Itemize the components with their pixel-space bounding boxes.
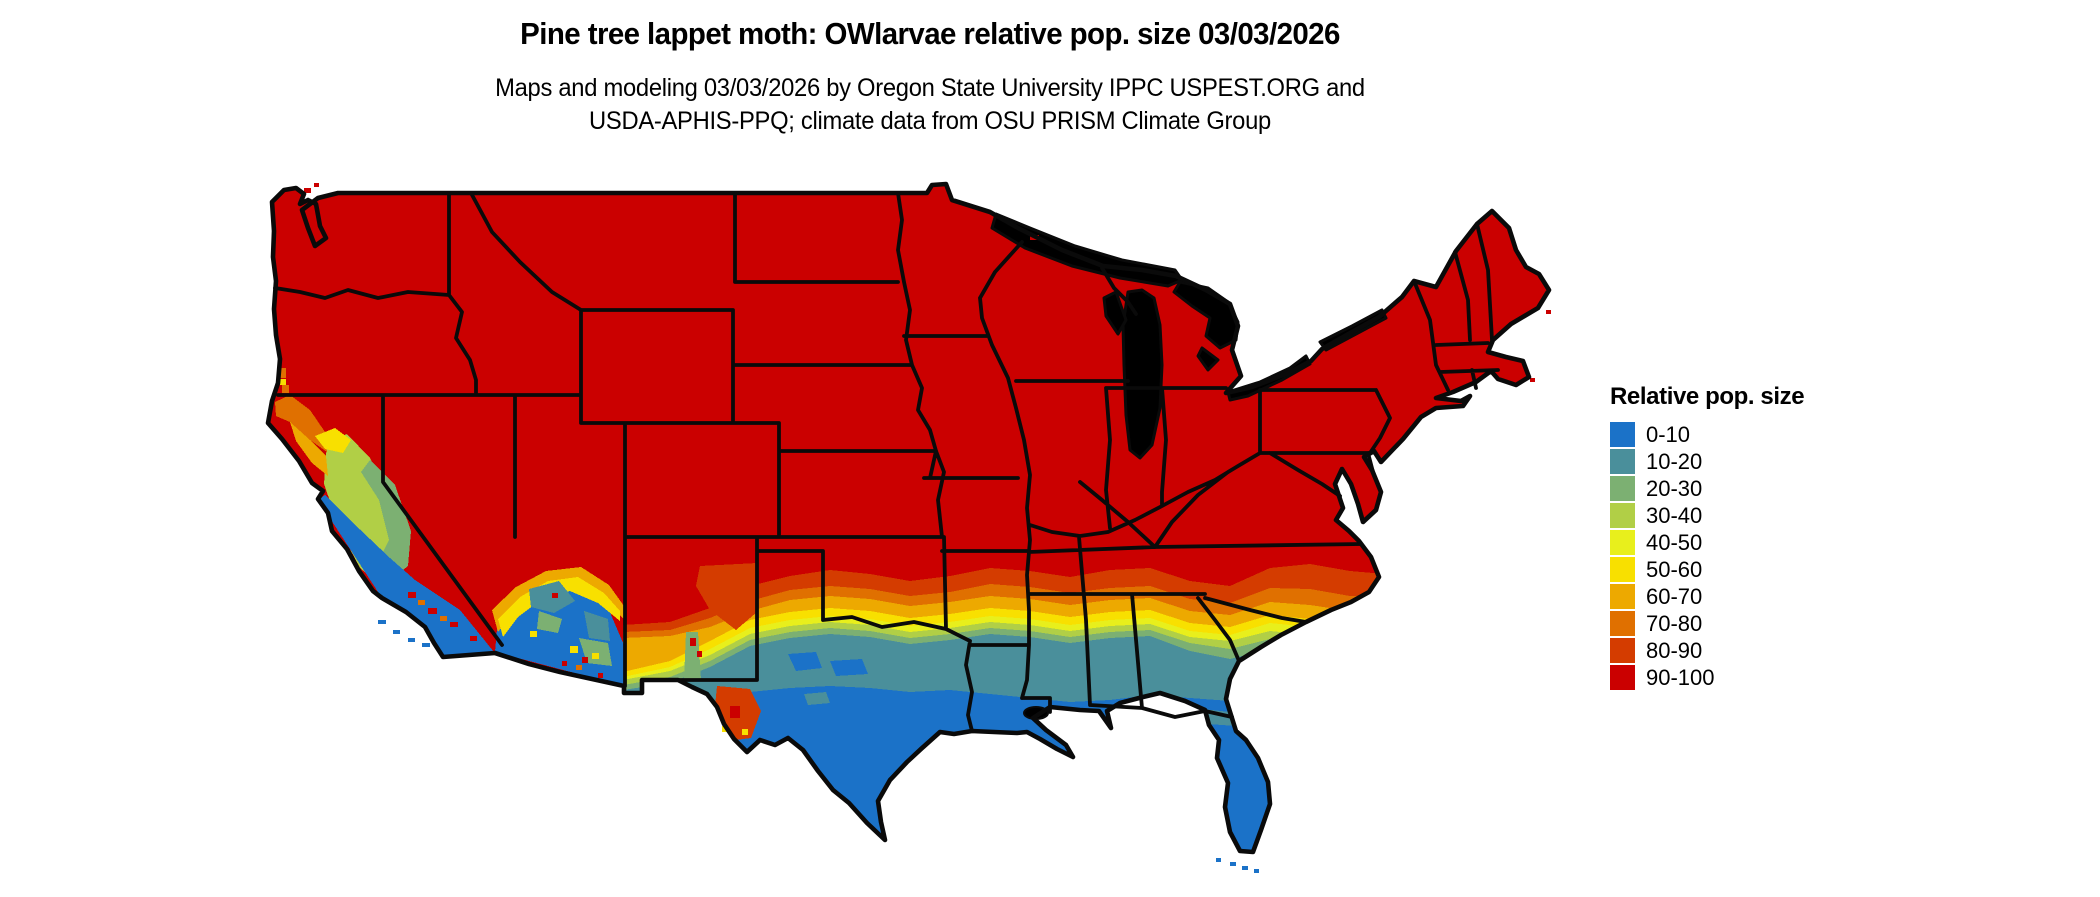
- speck-90-100: [1530, 378, 1535, 382]
- latitude-bands-layer: [623, 564, 1549, 852]
- speck-70-80: [576, 665, 582, 670]
- speck-90-100: [470, 636, 477, 641]
- speck-70-80: [282, 385, 289, 393]
- legend-label: 70-80: [1646, 610, 1703, 636]
- legend-row-60-70: 60-70: [1610, 583, 1804, 610]
- legend-label: 10-20: [1646, 448, 1703, 474]
- legend-row-0-10: 0-10: [1610, 421, 1804, 448]
- subtitle-line-2: USDA-APHIS-PPQ; climate data from OSU PR…: [589, 107, 1271, 135]
- overlay-50-60: [315, 428, 351, 453]
- legend-row-80-90: 80-90: [1610, 637, 1804, 664]
- legend-swatch-50-60: [1610, 557, 1635, 582]
- band-10-20: [623, 634, 1549, 852]
- legend-swatch-0-10: [1610, 422, 1635, 447]
- overlay-10-20: [584, 611, 610, 641]
- overlay-60-70: [492, 567, 624, 632]
- speck-90-100: [552, 593, 558, 598]
- legend-label: 30-40: [1646, 502, 1703, 528]
- legend-row-40-50: 40-50: [1610, 529, 1804, 556]
- legend-row-90-100: 90-100: [1610, 664, 1804, 691]
- legend-swatch-80-90: [1610, 638, 1635, 663]
- speck-90-100: [408, 592, 416, 598]
- speck-50-60: [570, 646, 578, 653]
- speck-50-60: [530, 631, 537, 637]
- page-title: Pine tree lappet moth: OWlarvae relative…: [520, 16, 1340, 51]
- speck-90-100: [730, 706, 740, 718]
- speck-90-100: [598, 673, 603, 678]
- legend-swatch-90-100: [1610, 665, 1635, 690]
- speck-70-80: [440, 616, 447, 621]
- legend-label: 90-100: [1646, 664, 1715, 690]
- speck-0-10: [1254, 869, 1259, 873]
- overlay-70-80: [275, 395, 327, 452]
- legend: Relative pop. size 0-10 10-20 20-30 30-40 40…: [1610, 383, 1805, 691]
- speck-90-100: [304, 188, 311, 193]
- speck-70-80: [278, 368, 286, 378]
- speck-0-10: [408, 638, 415, 642]
- header: Pine tree lappet moth: OWlarvae relative…: [260, 0, 1600, 138]
- legend-title: Relative pop. size: [1610, 383, 1805, 410]
- legend-swatch-60-70: [1610, 584, 1635, 609]
- speck-90-100: [428, 608, 437, 614]
- legend-swatch-30-40: [1610, 503, 1635, 528]
- legend-label: 0-10: [1646, 421, 1691, 447]
- overlay-0-10: [830, 659, 868, 676]
- speck-50-60: [742, 729, 748, 735]
- speck-90-100: [450, 622, 458, 627]
- saginaw-bay: [1196, 346, 1220, 372]
- legend-label: 20-30: [1646, 475, 1703, 501]
- overlay-20-30: [361, 460, 411, 581]
- legend-label: 50-60: [1646, 556, 1703, 582]
- overlay-0-10: [318, 495, 494, 656]
- legend-row-10-20: 10-20: [1610, 448, 1804, 475]
- speck-90-100: [1546, 310, 1551, 314]
- subtitle-line-1: Maps and modeling 03/03/2026 by Oregon S…: [495, 74, 1365, 102]
- legend-swatch-40-50: [1610, 530, 1635, 555]
- overlay-80-90: [696, 563, 757, 630]
- overlay-30-40: [324, 434, 400, 586]
- speck-0-10: [1242, 866, 1248, 870]
- legend-row-70-80: 70-80: [1610, 610, 1804, 637]
- overlay-0-10: [788, 652, 822, 671]
- overlay-20-30: [537, 611, 562, 633]
- legend-label: 60-70: [1646, 583, 1703, 609]
- legend-row-30-40: 30-40: [1610, 502, 1804, 529]
- islands-and-specks-layer: [278, 183, 1551, 873]
- legend-swatch-10-20: [1610, 449, 1635, 474]
- state-borders: [273, 191, 1500, 733]
- map-subtitle: Maps and modeling 03/03/2026 by Oregon S…: [294, 72, 1567, 138]
- speck-90-100: [697, 651, 702, 657]
- legend-swatch-70-80: [1610, 611, 1635, 636]
- lake-michigan: [1121, 288, 1164, 460]
- speck-0-10: [422, 643, 430, 647]
- speck-0-10: [393, 630, 400, 634]
- speck-90-100: [582, 657, 588, 663]
- legend-row-20-30: 20-30: [1610, 475, 1804, 502]
- speck-70-80: [418, 600, 425, 605]
- speck-50-60: [280, 379, 286, 385]
- us-population-map: [230, 140, 1570, 892]
- overlay-60-70: [290, 422, 328, 476]
- speck-90-100: [690, 638, 696, 646]
- speck-0-10: [378, 620, 386, 624]
- legend-swatch-20-30: [1610, 476, 1635, 501]
- overlay-20-30: [684, 632, 701, 680]
- legend-label: 80-90: [1646, 637, 1703, 663]
- speck-0-10: [1216, 858, 1221, 862]
- overlay-50-60: [498, 577, 620, 637]
- overlay-10-20: [804, 692, 830, 705]
- speck-90-100: [562, 661, 567, 666]
- legend-rows: 0-10 10-20 20-30 30-40 40-50 50-60 60-70 70-80 8…: [1610, 421, 1804, 691]
- us-choropleth-svg: [230, 140, 1570, 873]
- speck-90-100: [314, 183, 319, 187]
- legend-label: 40-50: [1646, 529, 1703, 555]
- green-bay: [1102, 290, 1128, 336]
- speck-50-60: [592, 653, 599, 659]
- speck-0-10: [1230, 862, 1236, 866]
- legend-row-50-60: 50-60: [1610, 556, 1804, 583]
